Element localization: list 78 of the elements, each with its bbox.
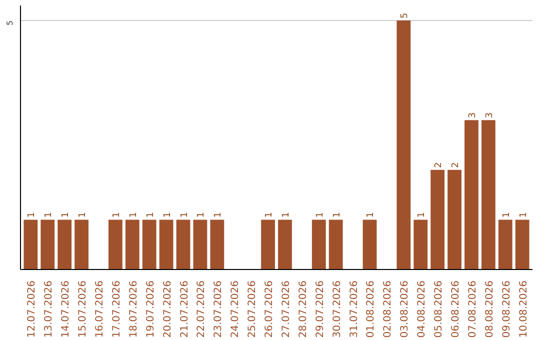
bar [515, 220, 530, 270]
bar [58, 220, 72, 270]
bar [108, 220, 122, 270]
bar [142, 220, 156, 270]
data-label: 1 [128, 212, 139, 218]
data-label: 1 [366, 212, 376, 218]
x-tick-label: 05.08.2026 [434, 280, 445, 338]
data-label: 1 [502, 212, 512, 218]
x-tick-label: 02.08.2026 [382, 280, 394, 338]
data-label: 1 [44, 212, 54, 218]
x-tick-label: 06.08.2026 [450, 280, 462, 338]
bar [210, 220, 224, 270]
bar [414, 220, 428, 270]
x-tick-label: 10.08.2026 [518, 280, 530, 338]
x-tick-label: 03.08.2026 [400, 280, 411, 338]
data-label: 1 [162, 212, 173, 218]
x-tick-label: 22.07.2026 [196, 280, 208, 338]
x-tick-label: 13.07.2026 [44, 280, 55, 338]
x-tick-label: 25.07.2026 [247, 280, 258, 338]
data-label: 1 [196, 212, 207, 218]
x-tick-label: 07.08.2026 [467, 280, 478, 338]
bar [396, 20, 411, 270]
bar [176, 220, 190, 270]
x-tick-label: 24.07.2026 [230, 280, 242, 338]
data-label: 1 [180, 212, 190, 218]
x-tick-label: 31.07.2026 [348, 280, 360, 338]
data-label: 1 [214, 212, 224, 218]
bar [312, 220, 326, 270]
x-tick-label: 12.07.2026 [26, 280, 38, 338]
data-label: 1 [281, 212, 292, 218]
x-tick-label: 14.07.2026 [60, 280, 72, 338]
bar [40, 220, 55, 270]
data-label: 3 [468, 112, 478, 118]
data-label: 1 [264, 212, 275, 218]
data-label: 1 [112, 212, 122, 218]
bar [448, 170, 462, 270]
bar [193, 220, 208, 270]
bar [498, 220, 512, 270]
x-tick-label: 08.08.2026 [484, 280, 496, 338]
x-tick-label: 17.07.2026 [111, 280, 122, 338]
x-tick-label: 28.07.2026 [298, 280, 309, 338]
data-label: 2 [451, 162, 462, 168]
bar [159, 220, 174, 270]
x-tick-label: 23.07.2026 [213, 280, 224, 338]
data-label: 5 [400, 12, 410, 18]
x-tick-label: 01.08.2026 [366, 280, 377, 338]
data-label: 1 [315, 212, 326, 218]
data-label: 1 [417, 212, 428, 218]
bar [278, 220, 292, 270]
bar [261, 220, 275, 270]
bar [125, 220, 140, 270]
data-label: 1 [61, 212, 72, 218]
data-label: 1 [27, 212, 38, 218]
x-tick-label: 18.07.2026 [128, 280, 140, 338]
x-tick-label: 26.07.2026 [264, 280, 276, 338]
data-label: 1 [78, 212, 88, 218]
bar [74, 220, 88, 270]
data-label: 1 [518, 212, 529, 218]
x-tick-label: 21.07.2026 [179, 280, 190, 338]
x-tick-label: 09.08.2026 [501, 280, 512, 338]
bar [328, 220, 343, 270]
data-label: 3 [484, 112, 495, 118]
x-tick-label: 29.07.2026 [314, 280, 326, 338]
x-tick-label: 15.07.2026 [78, 280, 89, 338]
x-tick-label: 16.07.2026 [94, 280, 106, 338]
bar [481, 120, 496, 270]
bar [362, 220, 377, 270]
data-label: 1 [146, 212, 156, 218]
x-tick-label: 30.07.2026 [332, 280, 343, 338]
x-tick-label: 19.07.2026 [145, 280, 156, 338]
bar [24, 220, 38, 270]
x-tick-label: 04.08.2026 [416, 280, 428, 338]
data-label: 2 [434, 162, 444, 168]
data-label: 1 [332, 212, 342, 218]
x-tick-label: 20.07.2026 [162, 280, 174, 338]
x-tick-label: 27.07.2026 [280, 280, 292, 338]
bar [430, 170, 445, 270]
bar [464, 120, 478, 270]
